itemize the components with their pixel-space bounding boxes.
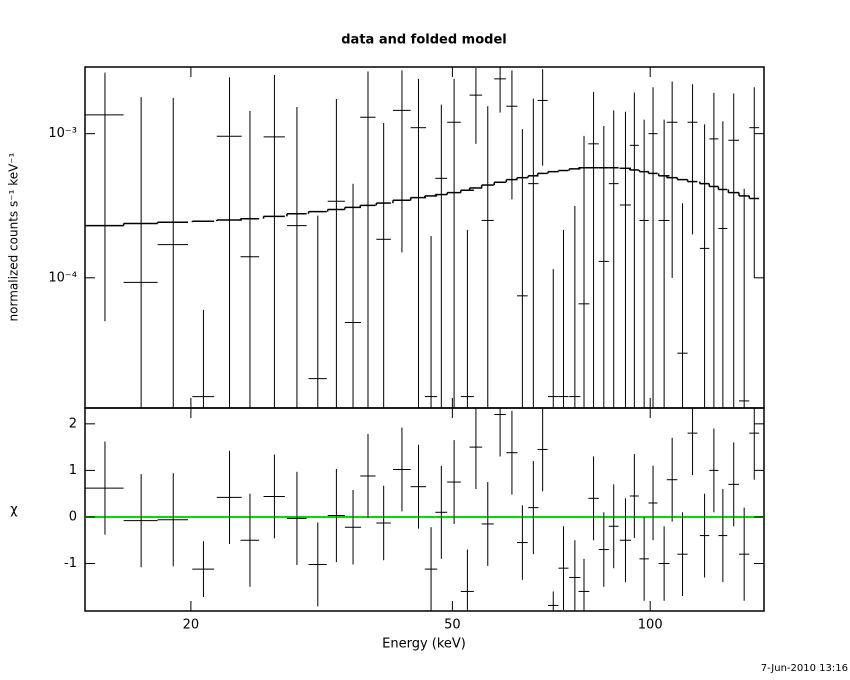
y-tick-label: 0 [69, 509, 77, 524]
y-tick-label: 1 [69, 463, 77, 478]
y-axis-label: χ [10, 503, 18, 518]
x-axis-label: Energy (keV) [382, 637, 466, 652]
plot-area [85, 408, 764, 611]
y-tick-label: -1 [64, 556, 77, 571]
timestamp: 7-Jun-2010 13:16 [761, 663, 848, 674]
y-tick-label: 2 [69, 416, 77, 431]
chart-title: data and folded model [341, 33, 507, 48]
x-tick-label: 100 [638, 618, 663, 633]
y-axis-label: normalized counts s⁻¹ keV⁻¹ [7, 152, 21, 321]
x-tick-label: 20 [183, 618, 200, 633]
plot-area [85, 67, 760, 408]
y-tick-label: 10⁻³ [48, 126, 77, 141]
y-tick-label: 10⁻⁴ [48, 270, 77, 285]
x-tick-label: 50 [444, 618, 461, 633]
plot-frame [84, 407, 765, 612]
